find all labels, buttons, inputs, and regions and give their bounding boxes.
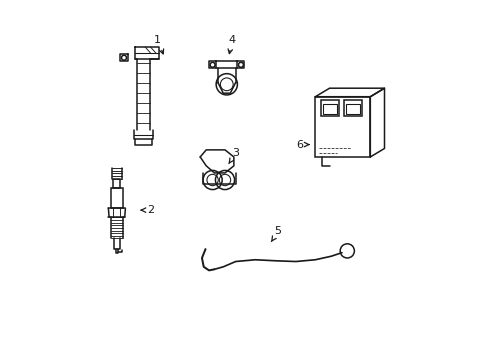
Text: 3: 3 (228, 148, 239, 163)
Text: 5: 5 (271, 226, 281, 242)
Text: 2: 2 (141, 205, 154, 215)
Bar (345, 104, 359, 114)
Bar (111, 188, 122, 208)
Text: 1: 1 (154, 35, 163, 54)
Bar (320, 100, 339, 116)
Bar (113, 179, 120, 188)
Text: 4: 4 (227, 35, 235, 54)
Bar (322, 104, 336, 114)
Bar (343, 100, 362, 116)
Text: 6: 6 (295, 140, 308, 149)
Bar (315, 97, 369, 157)
